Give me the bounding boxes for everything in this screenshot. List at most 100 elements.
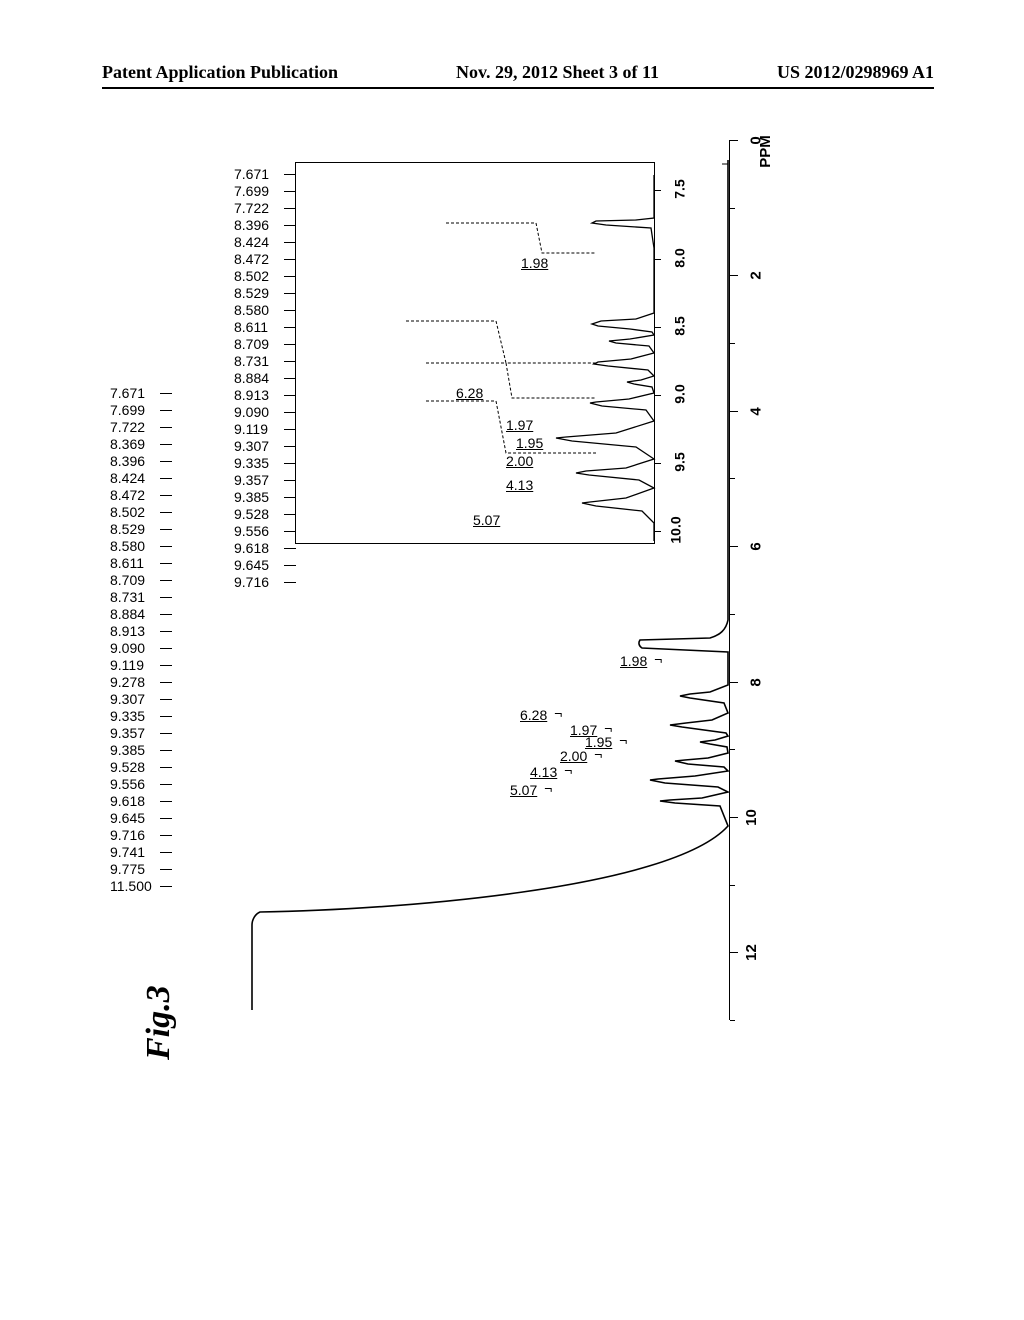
inset-axis-tick-label: 7.5: [671, 180, 687, 199]
peak-value: 8.396: [234, 217, 269, 234]
peak-value: 8.611: [110, 555, 152, 572]
axis-tick-label: 6: [747, 542, 764, 550]
peak-value: 9.645: [234, 557, 269, 574]
peak-value: 8.709: [110, 572, 152, 589]
peak-value: 9.716: [234, 574, 269, 591]
peak-value: 9.335: [234, 455, 269, 472]
inset-integral-value: 5.07: [473, 512, 500, 528]
peak-value: 9.278: [110, 674, 152, 691]
axis-tick-label: 12: [743, 944, 760, 961]
inset-axis-tick-label: 9.5: [671, 452, 687, 471]
peak-value: 8.529: [110, 521, 152, 538]
integral-hook-icon: ⌐: [554, 705, 562, 721]
peak-value: 8.424: [110, 470, 152, 487]
integral-hook-icon: ⌐: [544, 780, 552, 796]
integral-hook-icon: ⌐: [619, 732, 627, 748]
peak-value: 8.502: [110, 504, 152, 521]
peak-value: 8.709: [234, 336, 269, 353]
peak-value: 9.528: [234, 506, 269, 523]
peak-value: 8.913: [110, 623, 152, 640]
axis-minor-tick: [730, 478, 735, 479]
peak-value: 9.556: [110, 776, 152, 793]
peak-value: 8.529: [234, 285, 269, 302]
inset-axis-tick-label: 10.0: [667, 517, 683, 544]
axis-minor-tick: [730, 614, 735, 615]
axis-minor-tick: [730, 749, 735, 750]
peak-value: 9.307: [234, 438, 269, 455]
axis-minor-tick: [730, 343, 735, 344]
header-right: US 2012/0298969 A1: [777, 62, 934, 83]
integral-value: 1.98: [620, 653, 647, 669]
inset-integral-value: 1.98: [521, 255, 548, 271]
peak-value: 9.357: [110, 725, 152, 742]
axis-tick-label: 4: [747, 407, 764, 415]
axis-minor-tick: [730, 1020, 735, 1021]
integral-hook-icon: ⌐: [564, 762, 572, 778]
peak-value: 9.716: [110, 827, 152, 844]
inset-axis-tick-label: 8.5: [671, 316, 687, 335]
inset-axis-tick: [655, 190, 661, 191]
inset-axis-tick-label: 9.0: [671, 384, 687, 403]
peak-value: 8.884: [110, 606, 152, 623]
peak-value: 8.731: [110, 589, 152, 606]
inset-spectrum-svg: [296, 163, 656, 545]
figure-label: Fig.3: [140, 985, 178, 1060]
peak-value: 7.699: [110, 402, 152, 419]
peak-list-outer: 7.6717.6997.7228.3698.3968.4248.4728.502…: [110, 385, 152, 895]
peak-value: 9.556: [234, 523, 269, 540]
axis-tick: [730, 275, 738, 276]
peak-value: 8.580: [110, 538, 152, 555]
axis-tick: [730, 411, 738, 412]
inset-axis-tick: [655, 531, 661, 532]
axis-tick-label: 2: [747, 272, 764, 280]
peak-value: 9.090: [110, 640, 152, 657]
peak-value: 9.618: [234, 540, 269, 557]
peak-value: 8.396: [110, 453, 152, 470]
inset-axis-tick: [655, 327, 661, 328]
peak-value: 9.645: [110, 810, 152, 827]
peak-value: 9.741: [110, 844, 152, 861]
peak-value: 9.335: [110, 708, 152, 725]
axis-tick-label: 8: [747, 678, 764, 686]
peak-value: 8.731: [234, 353, 269, 370]
page-header: Patent Application Publication Nov. 29, …: [102, 62, 934, 89]
peak-value: 8.913: [234, 387, 269, 404]
peak-value: 8.884: [234, 370, 269, 387]
inset-integral-value: 4.13: [506, 477, 533, 493]
peak-value: 7.671: [110, 385, 152, 402]
axis-tick: [730, 682, 738, 683]
peak-value: 9.775: [110, 861, 152, 878]
peak-value: 8.369: [110, 436, 152, 453]
inset-integral-value: 6.28: [456, 385, 483, 401]
peak-value: 9.119: [234, 421, 269, 438]
peak-value: 9.307: [110, 691, 152, 708]
integral-value: 4.13: [530, 764, 557, 780]
peak-value: 9.385: [234, 489, 269, 506]
header-left: Patent Application Publication: [102, 62, 338, 83]
peak-value: 7.699: [234, 183, 269, 200]
inset-spectrum-plot: 7.58.08.59.09.510.0 1.986.281.971.952.00…: [295, 162, 655, 544]
peak-value: 9.528: [110, 759, 152, 776]
axis-minor-tick: [730, 885, 735, 886]
peak-list-inner: 7.6717.6997.7228.3968.4248.4728.5028.529…: [234, 166, 269, 591]
peak-value: 9.090: [234, 404, 269, 421]
peak-value: 9.618: [110, 793, 152, 810]
inset-integral-value: 1.95: [516, 435, 543, 451]
peak-value: 8.424: [234, 234, 269, 251]
peak-value: 8.502: [234, 268, 269, 285]
peak-value: 9.357: [234, 472, 269, 489]
figure-area: 024681012 PPM 7.58.08.59.09.510.0 1.986.…: [110, 140, 740, 1050]
axis-tick-label: 10: [743, 809, 760, 826]
axis-tick: [730, 817, 738, 818]
inset-integral-value: 1.97: [506, 417, 533, 433]
peak-value: 7.722: [234, 200, 269, 217]
axis-unit-label: PPM: [757, 135, 774, 168]
inset-axis-tick: [655, 463, 661, 464]
peak-value: 11.500: [110, 878, 152, 895]
inset-axis-tick: [655, 395, 661, 396]
axis-tick: [730, 140, 738, 141]
peak-value: 8.580: [234, 302, 269, 319]
inset-integral-value: 2.00: [506, 453, 533, 469]
integral-hook-icon: ⌐: [594, 746, 602, 762]
header-center: Nov. 29, 2012 Sheet 3 of 11: [456, 62, 659, 83]
